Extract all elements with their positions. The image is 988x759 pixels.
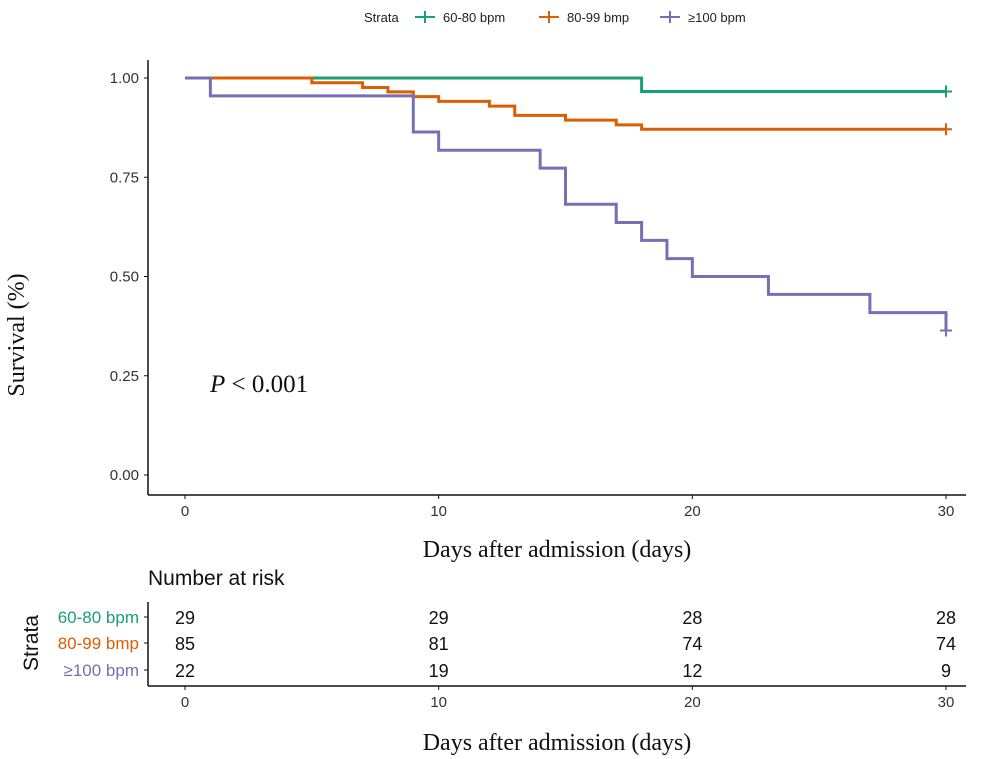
p-value: < 0.001 xyxy=(225,371,308,398)
risk-count: 19 xyxy=(429,661,449,681)
risk-count: 29 xyxy=(429,608,449,628)
legend-label: ≥100 bpm xyxy=(688,10,746,25)
survival-curve-1 xyxy=(185,76,946,131)
legend-key-1 xyxy=(539,11,559,23)
y-tick-label: 0.00 xyxy=(110,467,139,484)
risk-row-label: 60-80 bpm xyxy=(58,608,139,627)
x-axis-label: Days after admission (days) xyxy=(423,537,692,563)
risk-x-tick-label: 30 xyxy=(938,694,955,711)
y-tick-label: 1.00 xyxy=(110,70,139,87)
risk-count: 74 xyxy=(936,634,956,654)
risk-x-tick-label: 0 xyxy=(181,694,189,711)
risk-count: 12 xyxy=(682,661,702,681)
risk-table-y-label: Strata xyxy=(20,615,43,671)
risk-count: 29 xyxy=(175,608,195,628)
legend-key-0 xyxy=(415,11,435,23)
risk-count: 22 xyxy=(175,661,195,681)
censor-mark xyxy=(940,123,952,136)
risk-count: 74 xyxy=(682,634,702,654)
survival-curve-0 xyxy=(185,76,946,93)
risk-row-label: 80-99 bmp xyxy=(58,634,139,653)
y-tick-label: 0.75 xyxy=(110,169,139,186)
legend-title: Strata xyxy=(364,10,399,25)
p-symbol: P xyxy=(209,371,225,398)
risk-row-label: ≥100 bpm xyxy=(64,661,140,680)
y-tick-label: 0.50 xyxy=(110,269,139,286)
legend-label: 60-80 bpm xyxy=(443,10,505,25)
risk-x-tick-label: 20 xyxy=(684,694,701,711)
risk-table-title: Number at risk xyxy=(148,567,285,590)
legend: Strata 60-80 bpm 80-99 bmp ≥100 bpm xyxy=(364,10,746,25)
plot-area: 0.00 0.25 0.50 0.75 1.00 0 10 20 30 xyxy=(110,60,966,520)
risk-count: 81 xyxy=(429,634,449,654)
survival-curve-2 xyxy=(185,76,948,331)
p-value-annotation: P < 0.001 xyxy=(209,371,308,398)
risk-table-x-label: Days after admission (days) xyxy=(423,730,692,756)
legend-label: 80-99 bmp xyxy=(567,10,629,25)
x-tick-label: 10 xyxy=(430,503,447,520)
y-axis-label: Survival (%) xyxy=(4,273,30,396)
risk-table: 60-80 bpm 29 29 28 28 80-99 bmp 85 81 74 74 ≥100 b… xyxy=(58,602,966,711)
censor-mark xyxy=(940,324,952,337)
risk-count: 9 xyxy=(941,661,951,681)
risk-count: 28 xyxy=(682,608,702,628)
risk-count: 85 xyxy=(175,634,195,654)
censor-mark xyxy=(940,85,952,98)
risk-x-tick-label: 10 xyxy=(430,694,447,711)
y-tick-label: 0.25 xyxy=(110,368,139,385)
x-tick-label: 30 xyxy=(938,503,955,520)
legend-key-2 xyxy=(660,11,680,23)
x-tick-label: 20 xyxy=(684,503,701,520)
x-tick-label: 0 xyxy=(181,503,189,520)
risk-count: 28 xyxy=(936,608,956,628)
